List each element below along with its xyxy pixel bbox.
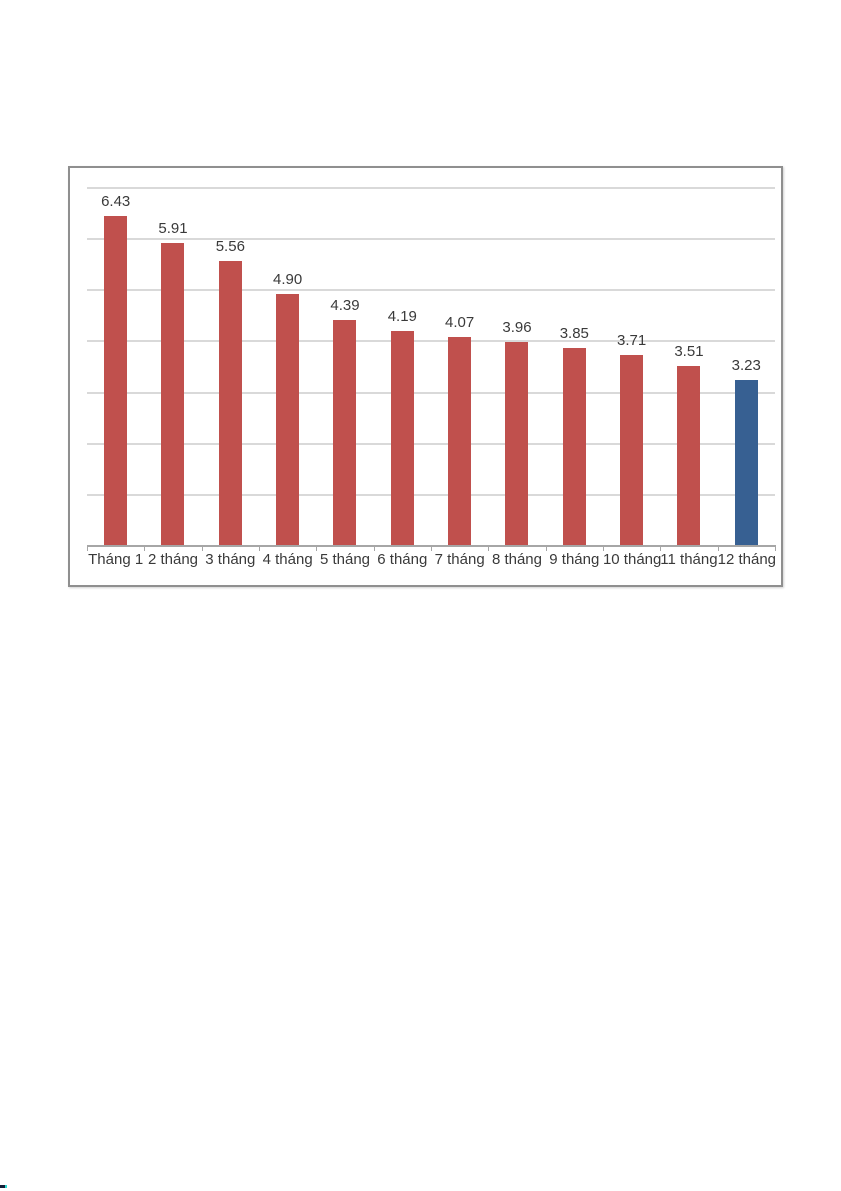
bar — [104, 216, 128, 545]
bar — [218, 260, 242, 545]
bar-cell: 4.19 — [374, 187, 431, 545]
x-tick-label: 10 tháng — [602, 551, 662, 568]
x-axis-tick — [717, 545, 719, 551]
bar-cell: 5.56 — [202, 187, 259, 545]
bar-value-label: 4.39 — [330, 297, 360, 315]
bar-cell: 3.96 — [488, 187, 545, 545]
bar — [390, 330, 414, 545]
bar — [734, 379, 758, 545]
gridline — [87, 238, 775, 241]
bar-cell: 5.91 — [144, 187, 201, 545]
x-tick-label: 7 tháng — [434, 551, 485, 568]
x-tick-label: 3 tháng — [205, 551, 256, 568]
gridline — [87, 493, 775, 496]
bar — [562, 348, 586, 545]
bar-value-label: 3.23 — [731, 356, 761, 374]
bar-cell: 3.85 — [546, 187, 603, 545]
bar-cell: 6.43 — [87, 187, 144, 545]
x-tick-label: 11 tháng — [660, 551, 718, 568]
gridline — [87, 289, 775, 292]
plot-area: 6.43 5.91 5.56 4.90 4.39 4.19 4.07 3.96 3.85 3.71… — [87, 187, 776, 551]
bar-value-label: 3.96 — [502, 319, 532, 337]
bar-cell: 4.07 — [431, 187, 488, 545]
bar-cell: 4.39 — [316, 187, 373, 545]
bar-value-label: 3.51 — [674, 342, 704, 360]
x-axis-tick — [431, 545, 432, 551]
bar-value-label: 3.71 — [617, 332, 647, 350]
x-tick-label: 6 tháng — [377, 551, 428, 568]
bar-cell: 3.51 — [660, 187, 717, 545]
chart: 6.43 5.91 5.56 4.90 4.39 4.19 4.07 3.96 3.85 3.71… — [68, 166, 783, 587]
x-tick-label: 4 tháng — [262, 551, 313, 568]
x-axis-tick — [603, 545, 604, 551]
bar — [677, 365, 701, 545]
bars-row: 6.43 5.91 5.56 4.90 4.39 4.19 4.07 3.96 3.85 3.71… — [87, 187, 775, 545]
bar — [333, 320, 357, 545]
x-axis-tick — [660, 545, 662, 551]
bar-value-label: 5.56 — [215, 237, 245, 255]
bar-value-label: 3.85 — [559, 325, 589, 343]
bar — [161, 242, 185, 545]
x-axis-tick — [488, 545, 490, 551]
x-tick-label: 5 tháng — [319, 551, 370, 568]
gridline — [87, 391, 775, 394]
bar-value-label: 5.91 — [158, 219, 188, 237]
bar-value-label: 6.43 — [101, 193, 131, 211]
gridline — [87, 442, 775, 445]
x-tick-label: 2 tháng — [147, 551, 199, 568]
artifact-cyan-segment — [5, 1185, 7, 1188]
bar-value-label: 4.90 — [273, 271, 303, 289]
bar — [448, 336, 472, 545]
bar-cell: 4.90 — [259, 187, 316, 545]
x-axis-tick — [373, 545, 375, 551]
gridline — [87, 340, 775, 343]
x-axis-tick — [87, 545, 88, 551]
x-tick-label: 8 tháng — [491, 551, 542, 568]
bar-cell: 3.23 — [718, 187, 775, 545]
x-axis-tick — [316, 545, 318, 551]
bar-cell: 3.71 — [603, 187, 660, 545]
bar-value-label: 4.19 — [387, 307, 417, 325]
bar-value-label: 4.07 — [445, 313, 475, 331]
artifact-dark-segment — [0, 1185, 5, 1188]
x-tick-label: Tháng 1 — [88, 551, 144, 568]
x-axis-tick — [775, 545, 776, 551]
bar — [505, 342, 529, 545]
x-axis-tick — [201, 545, 203, 551]
bottom-left-artifact — [0, 1185, 7, 1188]
bar — [620, 355, 644, 545]
x-axis-tick — [144, 545, 146, 551]
x-tick-label: 9 tháng — [549, 551, 600, 568]
x-axis-tick — [545, 545, 547, 551]
x-axis-ticks — [87, 545, 776, 551]
bar — [276, 294, 300, 545]
x-tick-label: 12 tháng — [717, 551, 776, 568]
gridline — [87, 187, 775, 189]
x-axis-tick — [259, 545, 260, 551]
